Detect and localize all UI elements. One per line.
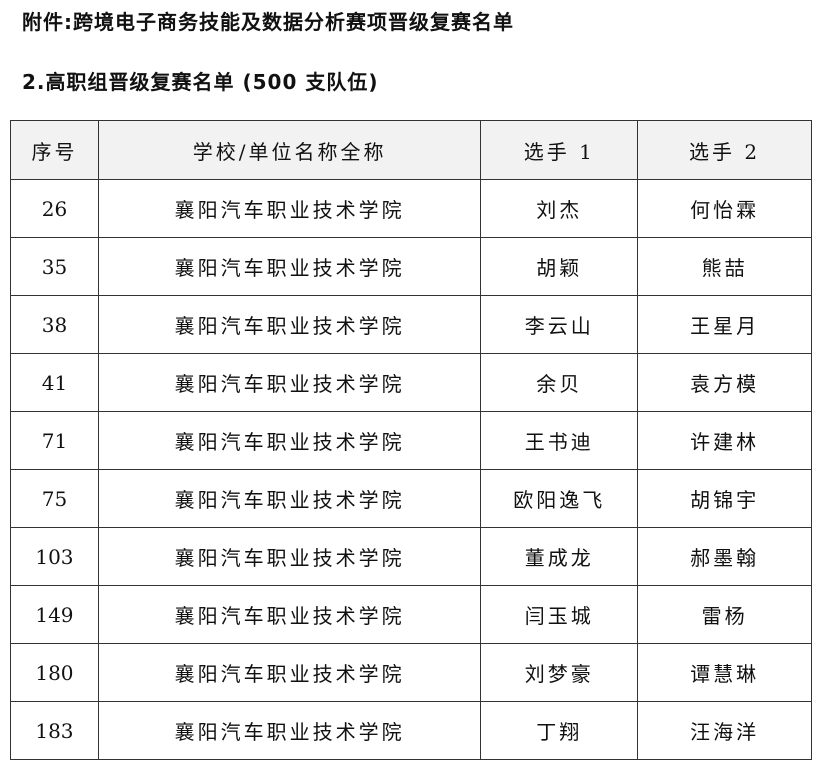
school-name: 襄阳汽车职业技术学院	[97, 527, 482, 586]
player-2: 许建林	[637, 411, 812, 470]
table-row: 41 襄阳汽车职业技术学院 余贝 袁方模	[10, 353, 812, 412]
player-1: 李云山	[480, 295, 639, 354]
player-1: 欧阳逸飞	[480, 469, 639, 528]
school-name: 襄阳汽车职业技术学院	[97, 411, 482, 470]
header-player2: 选手 2	[637, 120, 812, 180]
player-2: 熊喆	[637, 237, 812, 296]
document-title: 附件:跨境电子商务技能及数据分析赛项晋级复赛名单	[22, 10, 514, 34]
school-name: 襄阳汽车职业技术学院	[97, 469, 482, 528]
table-row: 149 襄阳汽车职业技术学院 闫玉城 雷杨	[10, 585, 812, 644]
section-subtitle: 2.高职组晋级复赛名单 (500 支队伍)	[22, 70, 379, 94]
table-row: 26 襄阳汽车职业技术学院 刘杰 何怡霖	[10, 179, 812, 238]
roster-table: 序号 学校/单位名称全称 选手 1 选手 2 26 襄阳汽车职业技术学院 刘杰 何怡霖…	[10, 120, 812, 760]
player-1: 闫玉城	[480, 585, 639, 644]
row-number: 183	[10, 701, 99, 760]
player-1: 王书迪	[480, 411, 639, 470]
player-1: 刘杰	[480, 179, 639, 238]
player-1: 董成龙	[480, 527, 639, 586]
row-number: 75	[10, 469, 99, 528]
school-name: 襄阳汽车职业技术学院	[97, 295, 482, 354]
table-row: 75 襄阳汽车职业技术学院 欧阳逸飞 胡锦宇	[10, 469, 812, 528]
row-number: 26	[10, 179, 99, 238]
school-name: 襄阳汽车职业技术学院	[97, 585, 482, 644]
row-number: 35	[10, 237, 99, 296]
header-number: 序号	[10, 120, 99, 180]
player-2: 王星月	[637, 295, 812, 354]
table-row: 38 襄阳汽车职业技术学院 李云山 王星月	[10, 295, 812, 354]
player-2: 雷杨	[637, 585, 812, 644]
player-2: 胡锦宇	[637, 469, 812, 528]
header-school: 学校/单位名称全称	[97, 120, 482, 180]
row-number: 149	[10, 585, 99, 644]
school-name: 襄阳汽车职业技术学院	[97, 237, 482, 296]
row-number: 71	[10, 411, 99, 470]
school-name: 襄阳汽车职业技术学院	[97, 643, 482, 702]
school-name: 襄阳汽车职业技术学院	[97, 701, 482, 760]
player-2: 袁方模	[637, 353, 812, 412]
row-number: 180	[10, 643, 99, 702]
school-name: 襄阳汽车职业技术学院	[97, 179, 482, 238]
table-row: 71 襄阳汽车职业技术学院 王书迪 许建林	[10, 411, 812, 470]
player-1: 胡颖	[480, 237, 639, 296]
table-row: 183 襄阳汽车职业技术学院 丁翔 汪海洋	[10, 701, 812, 760]
row-number: 103	[10, 527, 99, 586]
player-1: 丁翔	[480, 701, 639, 760]
table-row: 103 襄阳汽车职业技术学院 董成龙 郝墨翰	[10, 527, 812, 586]
player-2: 郝墨翰	[637, 527, 812, 586]
table-row: 35 襄阳汽车职业技术学院 胡颖 熊喆	[10, 237, 812, 296]
row-number: 41	[10, 353, 99, 412]
header-player1: 选手 1	[480, 120, 639, 180]
player-2: 谭慧琳	[637, 643, 812, 702]
school-name: 襄阳汽车职业技术学院	[97, 353, 482, 412]
player-1: 刘梦豪	[480, 643, 639, 702]
player-2: 汪海洋	[637, 701, 812, 760]
table-header-row: 序号 学校/单位名称全称 选手 1 选手 2	[10, 120, 812, 180]
player-1: 余贝	[480, 353, 639, 412]
row-number: 38	[10, 295, 99, 354]
table-row: 180 襄阳汽车职业技术学院 刘梦豪 谭慧琳	[10, 643, 812, 702]
player-2: 何怡霖	[637, 179, 812, 238]
